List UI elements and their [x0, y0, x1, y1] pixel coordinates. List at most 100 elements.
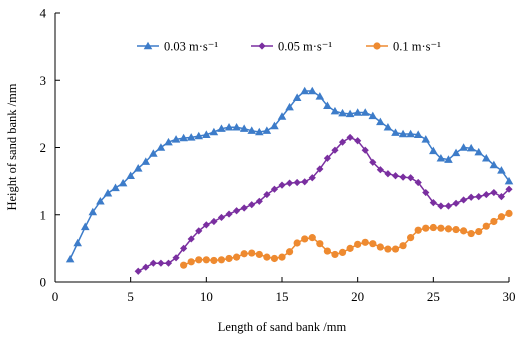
triangle-data-point [391, 128, 400, 136]
circle-data-point [195, 256, 203, 264]
y-axis-title: Height of sand bank /mm [5, 83, 19, 210]
triangle-data-point [315, 92, 325, 100]
y-tick-label: 4 [40, 6, 47, 21]
diamond-data-point [240, 204, 248, 212]
triangle-data-point [171, 135, 181, 143]
circle-data-point [293, 239, 301, 247]
triangle-data-point [292, 93, 302, 101]
circle-data-point [180, 261, 188, 269]
triangle-data-point [209, 127, 219, 136]
diamond-data-point [437, 202, 445, 210]
diamond-data-point [157, 259, 165, 267]
circle-data-point [301, 235, 309, 243]
triangle-data-point [330, 106, 340, 115]
series-line [69, 90, 510, 260]
diamond-data-point [475, 192, 483, 201]
circle-data-point [225, 254, 233, 263]
triangle-data-point [164, 137, 173, 146]
circle-data-point [384, 245, 392, 253]
diamond-data-point [202, 221, 210, 229]
triangle-data-point [429, 146, 438, 155]
legend-swatch-circle [373, 42, 381, 50]
diamond-data-point [180, 244, 188, 252]
triangle-data-point [474, 147, 484, 156]
circle-data-point [482, 222, 490, 230]
diamond-data-point [233, 207, 241, 215]
circle-data-point [323, 247, 331, 255]
triangle-data-point [73, 238, 82, 247]
circle-data-point [255, 250, 263, 259]
diamond-data-point [164, 259, 173, 267]
triangle-data-point [338, 108, 347, 117]
diamond-data-point [354, 137, 362, 145]
diamond-data-point [384, 170, 392, 178]
triangle-data-point [421, 135, 431, 143]
triangle-data-point [126, 171, 135, 179]
triangle-data-point [270, 121, 279, 130]
diamond-data-point [505, 185, 513, 193]
triangle-data-point [141, 157, 151, 165]
diamond-data-point [376, 166, 384, 174]
circle-data-point [460, 227, 468, 235]
circle-data-point [437, 224, 445, 232]
diamond-data-point [263, 190, 271, 199]
diamond-data-point [217, 213, 226, 222]
triangle-data-point [489, 160, 499, 169]
circle-data-point [475, 227, 483, 236]
circle-data-point [338, 248, 347, 257]
circle-data-point [316, 240, 324, 248]
circle-data-point [285, 248, 294, 256]
diamond-data-point [429, 199, 437, 207]
diamond-data-point [172, 254, 180, 262]
triangle-data-point [466, 143, 476, 152]
triangle-data-point [482, 153, 491, 162]
legend: 0.03 m·s⁻¹ 0.05 m·s⁻¹ 0.1 m·s⁻¹ [137, 40, 441, 54]
diamond-data-point [323, 154, 331, 162]
circle-data-point [354, 240, 362, 248]
triangle-data-point [224, 123, 234, 131]
series-3 [180, 209, 513, 269]
circle-data-point [361, 238, 369, 246]
diamond-data-point [399, 173, 407, 181]
circle-data-point [399, 242, 407, 250]
triangle-data-point [247, 126, 257, 134]
circle-data-point [278, 253, 286, 261]
triangle-data-point [186, 133, 196, 141]
diamond-data-point [308, 174, 316, 182]
triangle-data-point [88, 207, 98, 216]
circle-data-point [422, 224, 430, 232]
legend-entry: 0.1 m·s⁻¹ [366, 40, 441, 54]
circle-data-point [217, 256, 226, 264]
series-line [137, 136, 510, 272]
triangle-data-point [459, 143, 468, 151]
x-tick-label: 10 [200, 289, 213, 304]
triangle-data-point [285, 102, 294, 111]
circle-data-point [346, 244, 354, 252]
triangle-data-point [103, 188, 113, 197]
diamond-data-point [391, 172, 400, 180]
triangle-data-point [179, 133, 188, 142]
x-tick-label: 15 [276, 289, 289, 304]
circle-data-point [202, 256, 210, 264]
triangle-data-point [239, 124, 249, 132]
triangle-data-point [118, 178, 128, 187]
series-2 [134, 133, 513, 275]
diamond-data-point [210, 217, 218, 226]
x-tick-label: 25 [427, 289, 440, 304]
triangle-data-point [111, 183, 120, 192]
circle-data-point [444, 225, 453, 233]
circle-data-point [429, 223, 437, 232]
triangle-data-point [368, 111, 378, 120]
circle-data-point [391, 245, 400, 253]
triangle-data-point [96, 197, 105, 205]
triangle-data-point [406, 129, 415, 138]
circle-data-point [187, 258, 195, 266]
diamond-data-point [142, 263, 150, 271]
legend-entry: 0.05 m·s⁻¹ [251, 40, 332, 54]
diamond-data-point [346, 133, 354, 142]
legend-swatch-diamond [258, 42, 266, 50]
triangle-data-point [444, 155, 453, 163]
triangle-data-point [398, 129, 408, 138]
triangle-data-point [497, 166, 506, 174]
y-ticks: 0 1 2 3 4 [40, 6, 60, 290]
